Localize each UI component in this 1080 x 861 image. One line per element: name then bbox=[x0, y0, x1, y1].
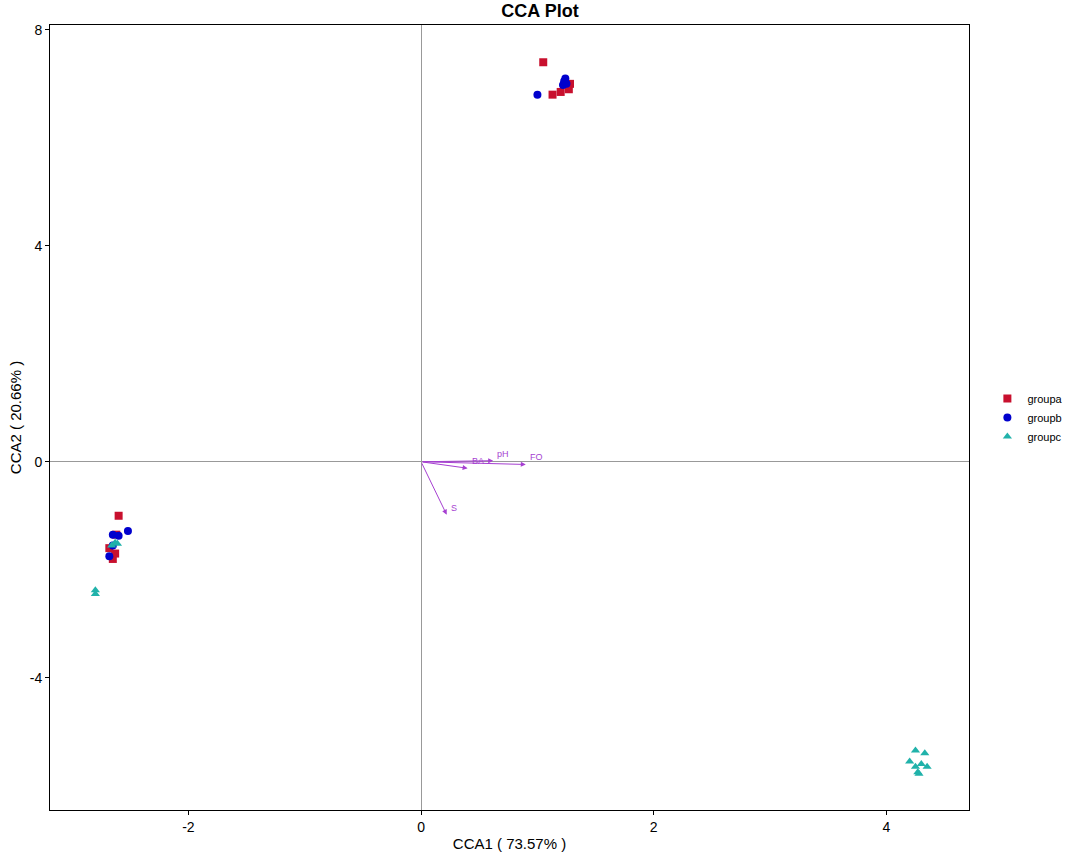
svg-text:pH: pH bbox=[497, 449, 509, 459]
svg-text:4: 4 bbox=[883, 819, 891, 835]
svg-text:0: 0 bbox=[34, 454, 42, 470]
svg-text:0: 0 bbox=[417, 819, 425, 835]
svg-text:8: 8 bbox=[34, 22, 42, 38]
svg-text:S: S bbox=[451, 503, 457, 513]
svg-text:CCA Plot: CCA Plot bbox=[501, 1, 578, 21]
svg-text:-4: -4 bbox=[30, 670, 43, 686]
svg-text:groupc: groupc bbox=[1027, 431, 1061, 443]
svg-text:groupb: groupb bbox=[1027, 412, 1061, 424]
svg-text:groupa: groupa bbox=[1027, 393, 1062, 405]
svg-text:CCA1 ( 73.57% ): CCA1 ( 73.57% ) bbox=[453, 835, 566, 852]
svg-text:BA: BA bbox=[472, 456, 484, 466]
svg-text:CCA2 ( 20.66% ): CCA2 ( 20.66% ) bbox=[7, 361, 24, 474]
svg-text:2: 2 bbox=[650, 819, 658, 835]
svg-text:-2: -2 bbox=[182, 819, 195, 835]
svg-text:4: 4 bbox=[34, 238, 42, 254]
svg-text:FO: FO bbox=[530, 452, 543, 462]
